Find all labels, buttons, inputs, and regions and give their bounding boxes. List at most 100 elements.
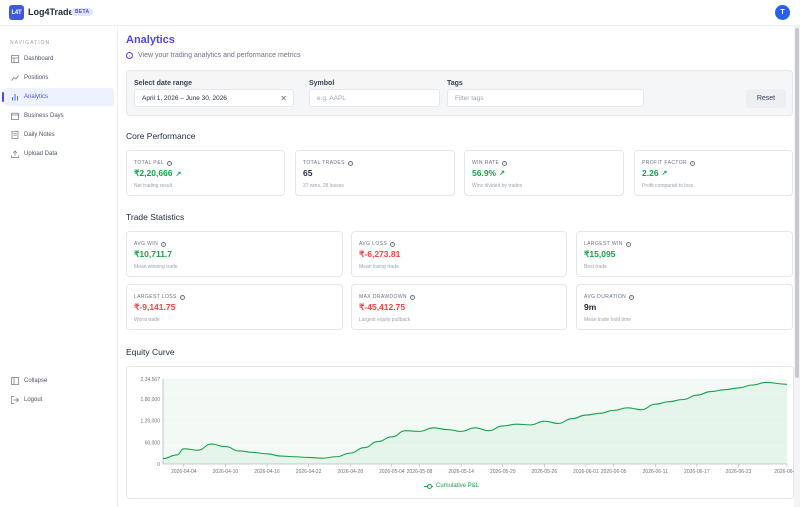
info-icon[interactable]: i (166, 160, 172, 166)
sidebar-item-upload-data[interactable]: Upload Data (4, 145, 114, 163)
legend-label: Cumulative P&L (436, 483, 480, 489)
x-tick-label: 2026-04-10 (213, 469, 239, 475)
win-rate-card: WIN RATE i 56.9% ↗ Wins divided by trades (464, 150, 624, 196)
card-label: AVG LOSS i (359, 241, 396, 247)
tags-placeholder: Filter tags (455, 94, 484, 102)
collapse-button[interactable]: Collapse (4, 372, 114, 390)
largest-loss-card: LARGEST LOSS i ₹-9,141.75 Worst trade (126, 284, 343, 330)
bar-chart-icon (10, 93, 19, 102)
x-tick-label: 2026-06-30 (774, 469, 795, 475)
y-tick-label: 0 (157, 462, 160, 468)
max-drawdown-card: MAX DRAWDOWN i ₹-45,412.75 Largest equity… (351, 284, 567, 330)
info-icon[interactable]: i (502, 160, 508, 166)
reset-button[interactable]: Reset (746, 89, 786, 108)
app-name: Log4Trade (28, 7, 74, 17)
equity-chart: 0 60,000 1,20,000 1,80,000 2,34,567 2026-04-0… (126, 366, 795, 499)
card-sub: Best trade (584, 264, 607, 270)
trend-icon (10, 74, 19, 83)
chart-legend[interactable]: Cumulative P&L (424, 483, 479, 489)
card-sub: Net trading result (134, 183, 173, 189)
card-sub: Mean losing trade (359, 264, 399, 270)
subtitle-text: View your trading analytics and performa… (138, 52, 301, 59)
app-logo[interactable]: L4T (9, 5, 24, 20)
trend-up-icon: ↗ (499, 170, 505, 177)
card-sub: Wins divided by trades (472, 183, 523, 189)
date-range-value: April 1, 2026 – June 30, 2026 (142, 94, 227, 102)
info-icon[interactable]: i (161, 241, 167, 247)
profit-factor-card: PROFIT FACTOR i 2.26 ↗ Profit compared to … (634, 150, 793, 196)
info-icon[interactable]: i (409, 294, 415, 300)
info-icon[interactable]: i (629, 294, 635, 300)
notes-icon (10, 131, 19, 140)
card-sub: Largest equity pullback (359, 317, 411, 323)
equity-curve-title: Equity Curve (126, 347, 175, 357)
trend-up-icon: ↗ (175, 170, 182, 178)
y-tick-label: 2,34,567 (141, 377, 161, 383)
card-label: WIN RATE i (472, 160, 508, 166)
sidebar-item-daily-notes[interactable]: Daily Notes (4, 126, 114, 144)
card-value: ₹10,711.7 (134, 249, 173, 259)
total-trades-card: TOTAL TRADES i 65 37 wins, 28 losses (295, 150, 455, 196)
card-value: 65 (303, 168, 313, 178)
card-value: ₹-45,412.75 (359, 302, 406, 312)
largest-win-card: LARGEST WIN i ₹15,095 Best trade (576, 231, 793, 277)
avg-duration-card: AVG DURATION i 9m Mean trade hold time (576, 284, 793, 330)
info-icon[interactable]: i (690, 160, 696, 166)
trade-statistics-title: Trade Statistics (126, 212, 185, 222)
logout-label: Logout (24, 397, 43, 403)
x-tick-label: 2026-06-01 (573, 469, 599, 475)
avg-loss-card: AVG LOSS i ₹-6,273.81 Mean losing trade (351, 231, 567, 277)
card-value: 9m (584, 302, 597, 312)
x-tick-label: 2026-05-20 (490, 469, 516, 475)
symbol-input[interactable]: e.g. AAPL (309, 89, 440, 107)
scrollbar-thumb[interactable] (795, 28, 799, 378)
sidebar-item-analytics[interactable]: Analytics (2, 88, 114, 106)
sidebar-item-positions[interactable]: Positions (4, 69, 114, 87)
card-label: MAX DRAWDOWN i (359, 294, 415, 300)
card-label: AVG DURATION i (584, 294, 635, 300)
x-tick-label: 2026-06-17 (684, 469, 710, 475)
x-tick-label: 2026-06-05 (601, 469, 627, 475)
card-sub: Mean trade hold time (584, 317, 631, 323)
card-label: TOTAL TRADES i (303, 160, 353, 166)
sidebar-item-label: Dashboard (24, 56, 54, 62)
card-label: LARGEST LOSS i (134, 294, 185, 300)
tags-input[interactable]: Filter tags (447, 89, 644, 107)
sidebar-item-business-days[interactable]: Business Days (4, 107, 114, 125)
info-icon[interactable]: i (347, 160, 353, 166)
user-avatar[interactable]: T (775, 5, 790, 20)
clear-icon[interactable]: ✕ (280, 94, 287, 103)
info-icon[interactable]: i (625, 241, 631, 247)
info-icon[interactable]: i (390, 241, 396, 247)
x-tick-label: 2026-05-14 (448, 469, 474, 475)
card-value: 2.26 ↗ (642, 168, 668, 178)
trend-up-icon: ↗ (661, 170, 668, 177)
card-label: PROFIT FACTOR i (642, 160, 696, 166)
x-tick-label: 2026-06-23 (726, 469, 752, 475)
sidebar-item-label: Business Days (24, 113, 64, 119)
card-value: ₹2,20,666 ↗ (134, 168, 182, 178)
logout-button[interactable]: Logout (4, 391, 114, 409)
card-value: ₹-6,273.81 (359, 249, 401, 259)
card-sub: Profit compared to loss (642, 183, 694, 189)
info-icon: i (126, 52, 133, 59)
sidebar: NAVIGATION Dashboard Positions Analytics… (0, 26, 118, 507)
y-tick-label: 1,80,000 (141, 397, 161, 403)
equity-chart-svg: 0 60,000 1,20,000 1,80,000 2,34,567 2026-04-0… (141, 377, 795, 475)
sidebar-item-dashboard[interactable]: Dashboard (4, 50, 114, 68)
core-performance-title: Core Performance (126, 131, 196, 141)
avg-win-card: AVG WIN i ₹10,711.7 Mean winning trade (126, 231, 343, 277)
date-range-input[interactable]: April 1, 2026 – June 30, 2026 ✕ (134, 89, 294, 107)
sidebar-item-label: Analytics (24, 94, 49, 100)
info-icon[interactable]: i (179, 294, 185, 300)
card-sub: 37 wins, 28 losses (303, 183, 344, 189)
x-tick-label: 2026-04-28 (337, 469, 363, 475)
card-label: TOTAL P&L i (134, 160, 172, 166)
card-sub: Worst trade (134, 317, 160, 323)
x-tick-label: 2026-05-04 (379, 469, 405, 475)
symbol-label: Symbol (309, 80, 335, 87)
collapse-icon (10, 377, 19, 386)
total-pnl-card: TOTAL P&L i ₹2,20,666 ↗ Net trading result (126, 150, 285, 196)
top-bar: L4T Log4Trade BETA T (0, 0, 800, 26)
card-value: ₹-9,141.75 (134, 302, 176, 312)
